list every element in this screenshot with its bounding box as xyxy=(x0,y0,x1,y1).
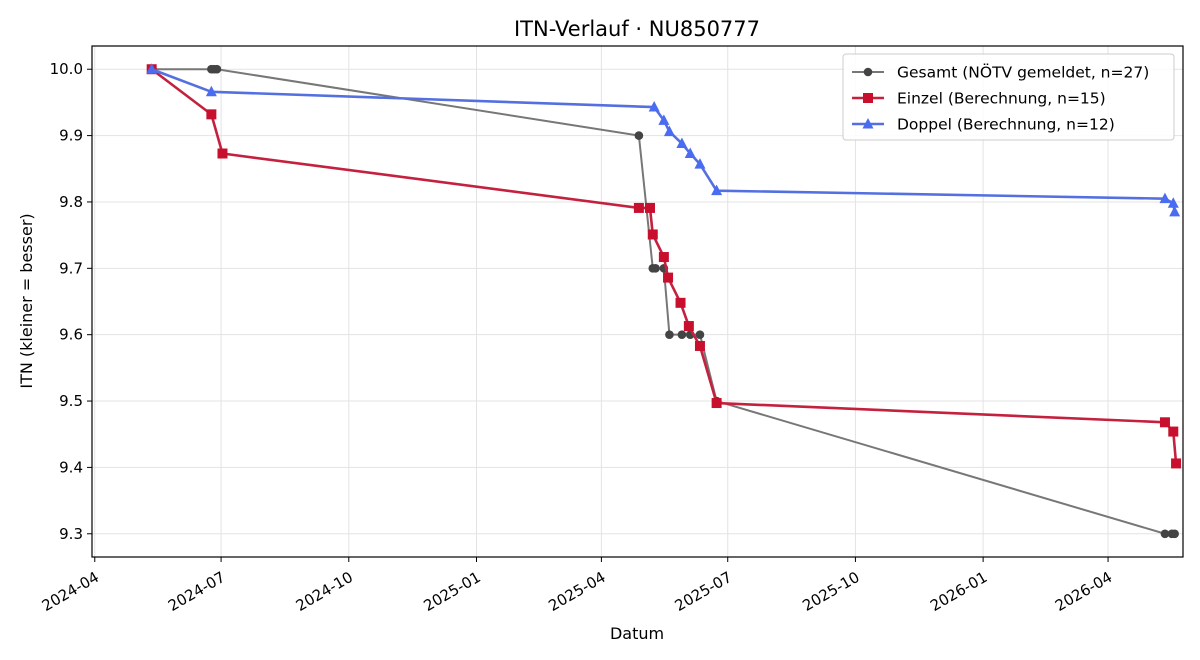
legend-entry: Gesamt (NÖTV gemeldet, n=27) xyxy=(852,63,1149,82)
data-point xyxy=(695,330,705,339)
data-point xyxy=(206,109,217,120)
data-point xyxy=(676,137,688,149)
data-point xyxy=(684,147,696,159)
data-point xyxy=(658,114,670,125)
data-point xyxy=(212,64,222,74)
legend-label: Einzel (Berechnung, n=15) xyxy=(897,90,1106,108)
data-point xyxy=(205,85,217,97)
y-tick-label: 9.5 xyxy=(59,392,83,410)
data-point xyxy=(694,340,705,351)
data-point xyxy=(217,148,228,159)
y-tick-label: 10.0 xyxy=(50,60,83,78)
legend: Gesamt (NÖTV gemeldet, n=27) Einzel (Bere… xyxy=(842,53,1175,141)
data-point xyxy=(1168,426,1179,437)
y-tick-label: 9.7 xyxy=(59,259,83,277)
plot-frame xyxy=(91,45,1184,558)
y-tick-label: 9.9 xyxy=(59,127,83,145)
data-point xyxy=(651,264,660,273)
y-axis-label: ITN (kleiner = besser) xyxy=(17,213,36,388)
y-tick-label: 9.8 xyxy=(59,193,83,211)
data-point xyxy=(1169,205,1181,217)
data-point xyxy=(1167,197,1179,208)
data-point xyxy=(644,202,655,213)
legend-entry: Einzel (Berechnung, n=15) xyxy=(852,90,1106,108)
data-point xyxy=(1171,458,1182,469)
y-tick-label: 9.6 xyxy=(59,326,83,344)
series-doppel xyxy=(146,63,1181,217)
data-point xyxy=(146,63,158,74)
data-point xyxy=(634,131,644,140)
data-point xyxy=(711,398,722,409)
data-point xyxy=(1159,192,1171,204)
series-layer xyxy=(146,63,1182,539)
legend-marker xyxy=(863,93,873,103)
legend-label: Gesamt (NÖTV gemeldet, n=27) xyxy=(897,63,1149,82)
y-tick-label: 9.3 xyxy=(59,525,83,543)
data-point xyxy=(683,321,694,332)
data-point xyxy=(694,158,706,169)
legend-label: Doppel (Berechnung, n=12) xyxy=(897,116,1115,134)
data-point xyxy=(648,101,660,112)
series-gesamt xyxy=(147,64,1179,539)
data-point xyxy=(665,330,674,339)
x-axis-label: Datum xyxy=(610,624,664,643)
legend-marker xyxy=(862,118,874,129)
data-point xyxy=(675,297,686,308)
legend-box xyxy=(842,53,1175,141)
data-point xyxy=(647,229,658,240)
legend-marker xyxy=(863,67,873,77)
series-einzel xyxy=(146,64,1182,469)
data-point xyxy=(658,252,669,263)
data-point xyxy=(1170,529,1179,539)
data-point xyxy=(1159,417,1170,428)
data-point xyxy=(677,330,687,339)
chart-title: ITN-Verlauf · NU850777 xyxy=(514,17,760,41)
legend-entry: Doppel (Berechnung, n=12) xyxy=(852,116,1115,134)
data-point xyxy=(633,202,644,213)
data-point xyxy=(663,125,675,137)
y-tick-label: 9.4 xyxy=(59,458,83,476)
data-point xyxy=(663,272,674,283)
data-point xyxy=(1160,529,1170,539)
data-point xyxy=(711,184,723,196)
